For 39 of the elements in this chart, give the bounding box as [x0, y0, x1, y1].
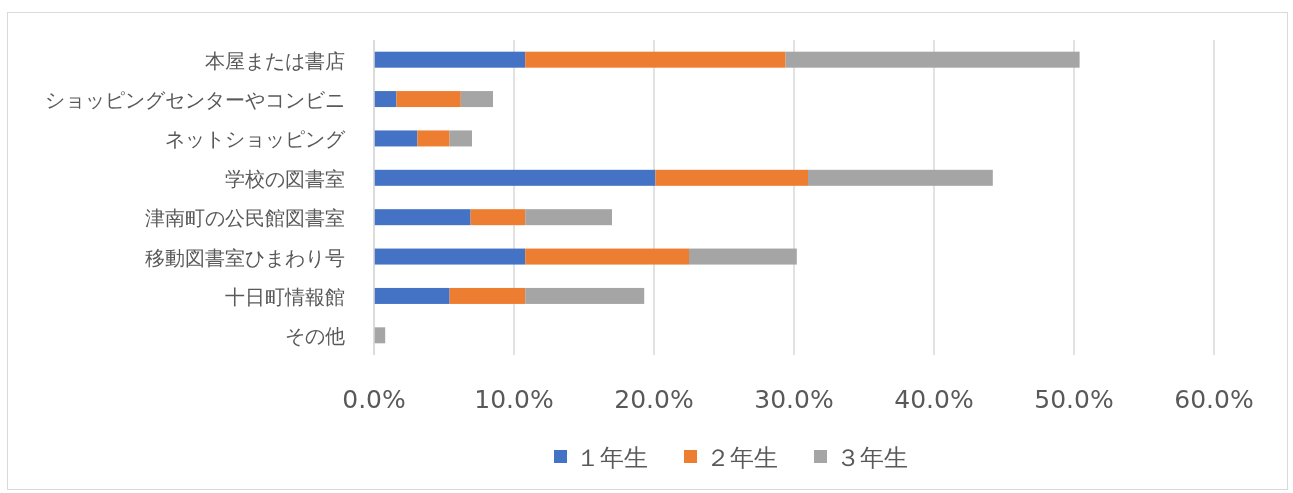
bar — [396, 91, 461, 108]
bar — [785, 51, 1080, 68]
bar — [470, 209, 526, 226]
x-tick-label: 20.0% — [614, 385, 694, 414]
x-tick-label: 30.0% — [754, 385, 834, 414]
y-tick-label: 本屋または書店 — [205, 48, 345, 73]
y-tick-label: 移動図書室ひまわり号 — [145, 245, 345, 270]
bar — [525, 209, 612, 226]
legend-label: ３年生 — [836, 444, 908, 472]
x-tick-label: 10.0% — [474, 385, 554, 414]
y-tick-label: ネットショッピング — [165, 127, 346, 152]
x-tick-label: 60.0% — [1174, 385, 1254, 414]
x-tick-label: 0.0% — [342, 385, 406, 414]
legend-label: １年生 — [576, 444, 648, 472]
bar — [525, 51, 786, 68]
bar — [808, 169, 993, 186]
legend-label: ２年生 — [706, 444, 778, 472]
bar — [525, 287, 645, 304]
y-tick-label: その他 — [285, 324, 345, 349]
x-tick-label: 40.0% — [894, 385, 974, 414]
y-tick-label: 学校の図書室 — [225, 166, 345, 191]
bar — [374, 51, 526, 68]
bar — [374, 130, 418, 147]
bar — [417, 130, 450, 147]
bar — [525, 248, 689, 265]
bar — [374, 209, 471, 226]
bar — [374, 169, 656, 186]
x-tick-label: 50.0% — [1034, 385, 1114, 414]
bar — [655, 169, 808, 186]
bar — [449, 287, 526, 304]
y-tick-label: 津南町の公民館図書室 — [145, 206, 345, 231]
bar — [689, 248, 797, 265]
bar — [374, 91, 397, 108]
bar — [374, 248, 526, 265]
y-tick-label: 十日町情報館 — [225, 284, 345, 309]
y-tick-label: ショッピングセンターやコンビニ — [45, 88, 345, 113]
bar — [460, 91, 493, 108]
bar — [449, 130, 472, 147]
bar — [374, 287, 450, 304]
